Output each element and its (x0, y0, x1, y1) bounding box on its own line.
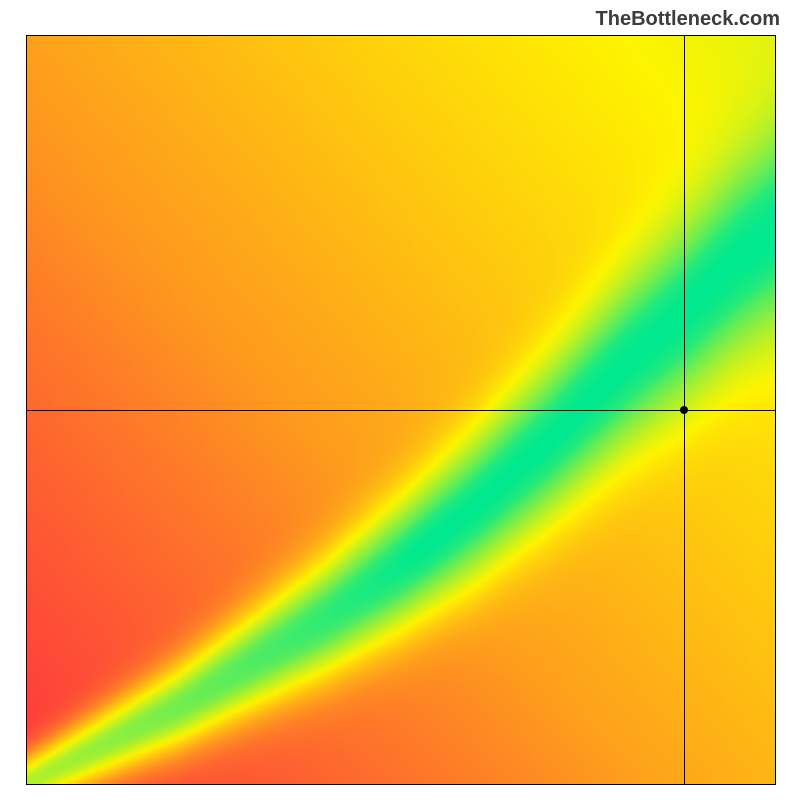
heatmap-plot (26, 35, 776, 785)
crosshair-horizontal (27, 410, 775, 411)
bottleneck-marker (680, 406, 688, 414)
chart-container: TheBottleneck.com (0, 0, 800, 800)
watermark-text: TheBottleneck.com (596, 8, 780, 31)
